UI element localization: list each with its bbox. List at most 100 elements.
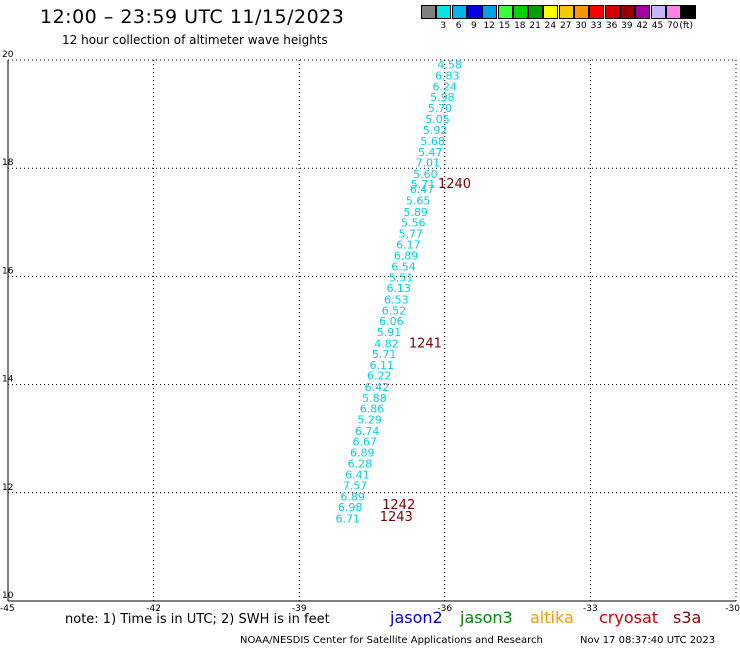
y-tick-label: 10 — [2, 591, 14, 601]
timestamp-text: Nov 17 08:37:40 UTC 2023 — [580, 635, 716, 646]
wave-height-label: 6.71 — [335, 513, 360, 526]
legend-label: 42 — [636, 21, 648, 31]
legend-swatch — [589, 5, 605, 19]
legend-label: 39 — [621, 21, 633, 31]
legend-label: 24 — [544, 21, 557, 31]
x-tick-label: -42 — [146, 604, 161, 614]
wave-height-label: 5.05 — [425, 113, 450, 126]
wave-height-label: 5.68 — [420, 135, 445, 148]
wave-height-label: 6.11 — [369, 359, 394, 372]
legend-swatch — [466, 5, 482, 19]
wave-height-label: 6.28 — [348, 457, 373, 470]
legend-swatch — [558, 5, 574, 19]
wave-height-label: 6.17 — [396, 238, 421, 251]
x-tick-label: -45 — [0, 604, 15, 614]
wave-height-label: 5.71 — [372, 348, 397, 361]
x-tick-label: -39 — [292, 604, 307, 614]
wave-height-label: 7.57 — [343, 480, 368, 493]
x-tick-label: -30 — [725, 604, 740, 614]
satellite-s3a: s3a — [673, 608, 702, 627]
legend-unit: (ft) — [679, 21, 693, 31]
satellite-jason2: jason2 — [390, 608, 443, 627]
legend-swatch — [528, 5, 544, 19]
legend-swatch — [619, 5, 635, 19]
legend-swatch — [421, 5, 436, 19]
legend-swatch — [650, 5, 666, 19]
satellite-altika: altika — [530, 608, 574, 627]
wave-height-label: 5.71 — [411, 178, 436, 191]
legend-swatch — [497, 5, 513, 19]
wave-height-label: 5.89 — [403, 206, 428, 219]
wave-height-label: 6.74 — [355, 425, 380, 438]
x-tick-label: -33 — [583, 604, 598, 614]
wave-height-label: 6.06 — [379, 315, 404, 328]
wave-height-label: 5.65 — [406, 194, 431, 207]
time-label: 1243 — [380, 510, 413, 525]
legend-swatch — [665, 5, 681, 19]
satellite-cryosat: cryosat — [599, 608, 659, 627]
wave-height-label: 6.98 — [338, 501, 363, 514]
legend-label: 33 — [590, 21, 603, 31]
wave-height-label: 5.29 — [357, 414, 382, 427]
wave-height-label: 6.54 — [391, 260, 416, 273]
legend-swatch — [681, 5, 697, 19]
wave-height-label: 5.70 — [428, 102, 453, 115]
legend-swatch — [512, 5, 528, 19]
wave-height-label: 6.89 — [394, 250, 419, 263]
legend-swatch — [635, 5, 651, 19]
wave-height-label: 5.60 — [413, 168, 438, 181]
legend-label: 36 — [605, 21, 618, 31]
y-tick-label: 18 — [2, 158, 14, 168]
legend-swatch — [604, 5, 620, 19]
legend-label: 21 — [529, 21, 541, 31]
legend-label: 45 — [651, 21, 664, 31]
wave-height-label: 5.92 — [423, 124, 448, 137]
wave-height-label: 7.01 — [416, 157, 441, 170]
legend-label: 12 — [483, 21, 495, 31]
satellite-jason3: jason3 — [460, 608, 513, 627]
wave-height-label: 6.41 — [345, 469, 370, 482]
legend-swatch — [482, 5, 498, 19]
wave-height-label: 5.51 — [389, 271, 414, 284]
legend-swatch — [574, 5, 589, 19]
wave-height-label: 5.77 — [399, 227, 424, 240]
y-tick-label: 14 — [2, 375, 14, 385]
wave-height-label: 6.24 — [433, 80, 458, 93]
time-label: 1240 — [438, 177, 471, 192]
wave-height-label: 5.88 — [362, 392, 387, 405]
y-tick-label: 20 — [2, 50, 14, 60]
legend-swatch — [451, 5, 467, 19]
page-title: 12:00 – 23:59 UTC 11/15/2023 — [40, 6, 345, 28]
page-subtitle: 12 hour collection of altimeter wave hei… — [62, 33, 328, 47]
wave-height-label: 6.53 — [384, 293, 409, 306]
wave-height-label: 4.58 — [437, 59, 462, 72]
legend-label: 18 — [514, 21, 526, 31]
legend-label: 70 — [667, 21, 679, 31]
wave-height-label: 6.13 — [386, 282, 411, 295]
legend-label: 15 — [498, 21, 511, 31]
legend-label: 30 — [575, 21, 587, 31]
wave-height-label: 6.89 — [340, 490, 365, 503]
wave-height-label: 5.91 — [377, 326, 402, 339]
wave-height-label: 6.67 — [352, 436, 377, 449]
wave-height-label: 6.22 — [367, 370, 392, 383]
y-tick-label: 12 — [2, 483, 13, 493]
wave-height-label: 4.82 — [374, 337, 399, 350]
footer-note: note: 1) Time is in UTC; 2) SWH is in fe… — [65, 612, 330, 627]
legend-label: 3 — [440, 21, 447, 31]
y-tick-label: 16 — [2, 266, 14, 276]
wave-height-label: 5.98 — [430, 91, 455, 104]
legend-label: 27 — [559, 21, 572, 31]
legend-swatch — [436, 5, 452, 19]
x-tick-label: -36 — [437, 604, 452, 614]
wave-height-label: 6.89 — [350, 447, 375, 460]
wave-height-label: 6.52 — [382, 304, 407, 317]
credit-text: NOAA/NESDIS Center for Satellite Applica… — [240, 635, 543, 646]
wave-height-label: 5.47 — [418, 146, 443, 159]
time-label: 1241 — [409, 336, 442, 351]
wave-height-label: 5.56 — [401, 217, 426, 230]
legend-label: 9 — [471, 21, 477, 31]
wave-height-label: 6.42 — [365, 381, 390, 394]
legend-swatch — [543, 5, 559, 19]
